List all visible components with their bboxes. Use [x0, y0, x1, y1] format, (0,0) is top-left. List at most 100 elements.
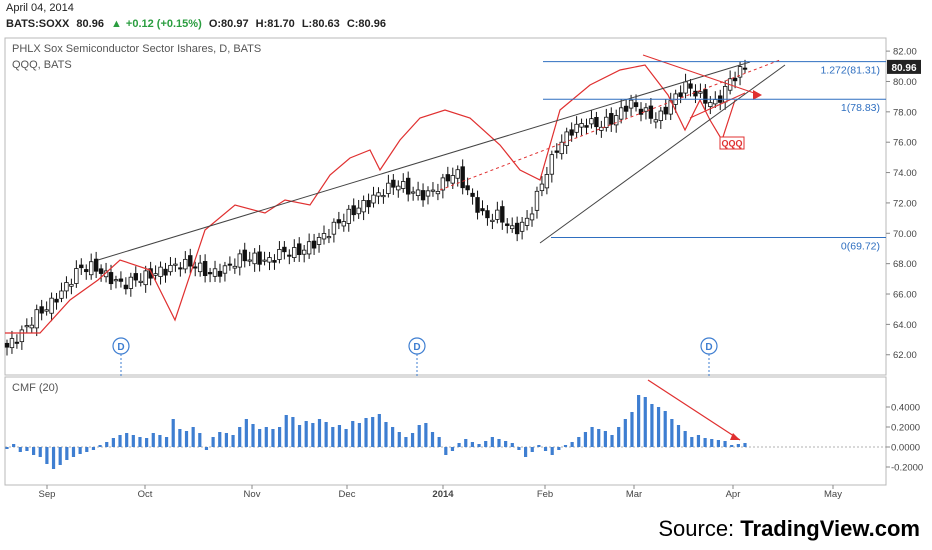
low-value: L:80.63 — [301, 18, 340, 30]
candle-body — [311, 240, 317, 249]
dividend-icon[interactable] — [112, 337, 130, 355]
cmf-bar — [58, 447, 62, 465]
cmf-bar — [730, 445, 734, 447]
cmf-bar — [138, 437, 142, 447]
overlay-label[interactable]: QQQ, BATS — [12, 59, 72, 71]
cmf-bar — [184, 431, 189, 447]
candle-body — [316, 237, 322, 245]
main-pane-title[interactable]: PHLX Sox Semiconductor Sector Ishares, D… — [12, 43, 262, 55]
candle-body — [742, 67, 748, 70]
cmf-bar — [131, 435, 135, 447]
candle-body — [163, 268, 168, 276]
candle-body — [381, 195, 386, 198]
candle-body — [391, 179, 396, 188]
cmf-bar — [384, 422, 388, 447]
price-tick-label: 66.00 — [893, 290, 917, 301]
candle-body — [247, 259, 252, 262]
candle-body — [737, 66, 743, 78]
candle-body — [376, 192, 381, 197]
cmf-bar — [603, 431, 607, 447]
cmf-bar — [670, 419, 674, 447]
cmf-bar — [297, 425, 302, 447]
time-axis[interactable]: Sep Oct Nov Dec 2014 Feb Mar Apr May — [39, 485, 843, 500]
cmf-bar — [264, 427, 268, 447]
candle-body — [262, 259, 267, 262]
candle-body — [510, 225, 515, 230]
candle-body — [430, 189, 436, 192]
dividend-icon[interactable] — [408, 337, 426, 355]
time-tick-label: Oct — [138, 489, 153, 500]
candle-body — [98, 268, 104, 274]
time-tick-label: May — [824, 489, 842, 500]
price-axis[interactable]: 62.00 64.00 66.00 68.00 70.00 72.00 74.00 76.00… — [886, 47, 917, 362]
cmf-bar — [736, 444, 740, 447]
qqq-overlay — [5, 64, 736, 334]
candle-body — [594, 117, 599, 128]
cmf-bar — [410, 433, 415, 447]
cmf-bar — [510, 443, 514, 447]
cmf-bar — [324, 422, 328, 447]
fib-label: 0(69.72) — [841, 241, 880, 253]
cmf-bar — [18, 447, 22, 452]
candle-body — [301, 249, 307, 255]
candle-body — [237, 253, 242, 268]
candle-body — [113, 279, 119, 282]
price-badge-label: 80.96 — [891, 63, 916, 74]
price-tick-label: 70.00 — [893, 229, 917, 240]
cmf-bar — [31, 447, 36, 455]
cmf-bar — [610, 435, 614, 447]
cmf-bar — [38, 447, 42, 457]
cmf-bar — [637, 395, 641, 447]
drawings — [97, 54, 786, 441]
candle-body — [197, 262, 203, 273]
cmf-bar — [377, 414, 381, 447]
candle-body — [49, 297, 54, 314]
cmf-bar — [590, 427, 594, 447]
time-tick-label: Apr — [726, 489, 741, 500]
cmf-label[interactable]: CMF (20) — [12, 382, 59, 394]
cmf-bar — [171, 419, 175, 447]
candle-body — [653, 119, 659, 123]
candle-body — [212, 268, 218, 277]
time-tick-label: Feb — [537, 489, 553, 500]
candle-body — [321, 233, 327, 240]
candle-body — [272, 260, 277, 263]
cmf-bar — [331, 427, 335, 447]
candle-body — [698, 91, 703, 94]
candle-body — [732, 77, 738, 82]
cmf-bar — [198, 433, 202, 447]
candle-body — [500, 206, 505, 223]
candle-body — [643, 107, 649, 112]
lower-trendline — [539, 64, 786, 244]
candle-body — [663, 106, 668, 115]
candle-body — [118, 278, 124, 282]
dividend-icon[interactable] — [700, 337, 718, 355]
candle-body — [183, 258, 188, 270]
candle-body — [188, 255, 193, 267]
cmf-tick-label: -0.2000 — [891, 463, 923, 474]
cmf-tick-label: 0.2000 — [891, 423, 920, 434]
candle-body — [44, 309, 49, 312]
candle-body — [445, 174, 451, 182]
candle-body — [420, 190, 426, 201]
candle-body — [440, 177, 446, 191]
candle-body — [371, 194, 376, 204]
cmf-bar — [617, 427, 621, 447]
cmf-bar — [424, 423, 428, 447]
cmf-bar — [244, 419, 248, 447]
candle-body — [168, 264, 173, 273]
cmf-bar — [643, 397, 647, 447]
upper-trendline — [97, 61, 751, 261]
candle-body — [405, 177, 411, 195]
symbol-label[interactable]: BATS:SOXX — [6, 18, 70, 30]
candle-body — [84, 269, 89, 273]
cmf-bar — [317, 419, 322, 447]
cmf-bar — [477, 444, 481, 447]
cmf-bar — [723, 441, 727, 447]
cmf-divergence-arrow — [647, 379, 741, 441]
candle-body — [396, 185, 401, 191]
cmf-bar — [504, 441, 508, 447]
cmf-bar — [696, 435, 701, 447]
